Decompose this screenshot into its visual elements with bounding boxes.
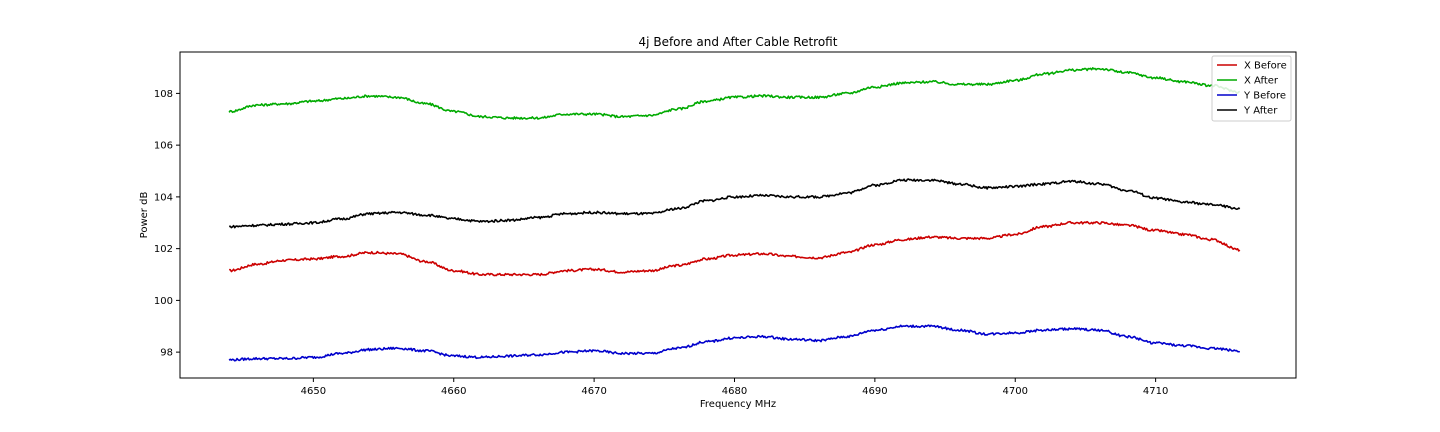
chart-title: 4j Before and After Cable Retrofit: [639, 35, 838, 49]
y-tick-label: 106: [154, 141, 173, 152]
legend-label: X Before: [1244, 61, 1287, 72]
series-line-y-after: [229, 178, 1241, 229]
x-tick-label: 4710: [1143, 386, 1168, 397]
x-axis-label: Frequency MHz: [700, 399, 776, 410]
legend-label: X After: [1244, 76, 1279, 87]
legend: X Before X After Y Before Y After: [1211, 55, 1292, 122]
plot-frame: [179, 51, 1297, 379]
legend-label: Y Before: [1243, 91, 1286, 102]
legend-box: [1211, 55, 1292, 122]
x-tick-label: 4650: [301, 386, 326, 397]
y-axis: 98 100 102 104 106 108: [154, 89, 180, 359]
y-axis-label: Power dB: [139, 192, 150, 239]
plot-area: [228, 67, 1241, 362]
series-line-y-before: [228, 324, 1240, 362]
series-line-x-before: [229, 220, 1241, 277]
y-tick-label: 104: [154, 192, 173, 203]
y-tick-label: 102: [154, 244, 173, 255]
y-tick-label: 100: [154, 296, 173, 307]
y-tick-label: 108: [154, 89, 173, 100]
x-tick-label: 4690: [862, 386, 887, 397]
legend-label: Y After: [1243, 106, 1278, 117]
x-tick-label: 4680: [722, 386, 747, 397]
x-tick-label: 4700: [1003, 386, 1028, 397]
x-tick-label: 4670: [581, 386, 606, 397]
series-line-x-after: [228, 67, 1241, 120]
x-tick-label: 4660: [441, 386, 466, 397]
y-tick-label: 98: [160, 348, 173, 359]
x-axis: 4650 4660 4670 4680 4690 4700 4710: [301, 378, 1168, 397]
